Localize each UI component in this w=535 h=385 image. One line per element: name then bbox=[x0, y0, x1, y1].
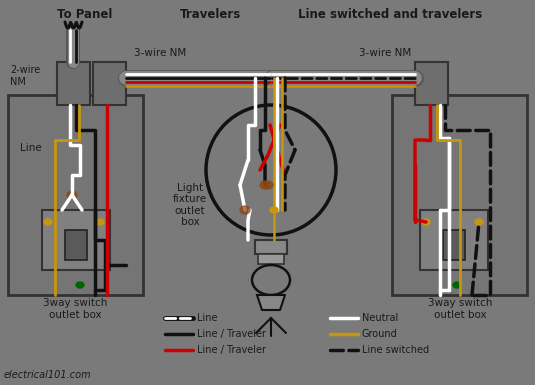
Ellipse shape bbox=[270, 207, 278, 213]
Ellipse shape bbox=[96, 219, 104, 225]
Text: Line: Line bbox=[20, 143, 42, 153]
Bar bbox=[93, 62, 126, 105]
Ellipse shape bbox=[422, 219, 430, 225]
Bar bbox=[415, 62, 448, 105]
Bar bbox=[65, 230, 87, 260]
Text: electrical101.com: electrical101.com bbox=[4, 370, 91, 380]
Text: Line / Traveler: Line / Traveler bbox=[197, 345, 266, 355]
Bar bbox=[8, 95, 143, 295]
Ellipse shape bbox=[260, 181, 270, 189]
Bar bbox=[258, 254, 284, 264]
Polygon shape bbox=[257, 295, 285, 310]
Text: 3-wire NM: 3-wire NM bbox=[134, 48, 186, 58]
Text: 2-wire
NM: 2-wire NM bbox=[10, 65, 40, 87]
Text: 3-wire NM: 3-wire NM bbox=[359, 48, 411, 58]
Text: Neutral: Neutral bbox=[362, 313, 398, 323]
Ellipse shape bbox=[44, 219, 52, 225]
Bar bbox=[255, 240, 287, 254]
Ellipse shape bbox=[453, 282, 461, 288]
Text: To Panel: To Panel bbox=[57, 8, 113, 21]
Text: Light
fixture
outlet
box: Light fixture outlet box bbox=[173, 182, 207, 228]
Text: Line / Traveler: Line / Traveler bbox=[197, 329, 266, 339]
Text: Line switched: Line switched bbox=[362, 345, 429, 355]
Bar bbox=[420, 210, 488, 270]
Bar bbox=[443, 230, 465, 260]
Ellipse shape bbox=[67, 191, 77, 199]
Text: Ground: Ground bbox=[362, 329, 398, 339]
Text: 3way switch
outlet box: 3way switch outlet box bbox=[43, 298, 107, 320]
Ellipse shape bbox=[76, 282, 84, 288]
Ellipse shape bbox=[475, 219, 483, 225]
Text: 3way switch
outlet box: 3way switch outlet box bbox=[428, 298, 492, 320]
Bar bbox=[392, 95, 527, 295]
Text: Line switched and travelers: Line switched and travelers bbox=[298, 8, 482, 21]
Text: Travelers: Travelers bbox=[179, 8, 241, 21]
Text: Line: Line bbox=[197, 313, 218, 323]
Ellipse shape bbox=[263, 181, 273, 189]
Bar bbox=[57, 62, 90, 105]
Ellipse shape bbox=[240, 206, 250, 214]
Bar bbox=[42, 210, 110, 270]
